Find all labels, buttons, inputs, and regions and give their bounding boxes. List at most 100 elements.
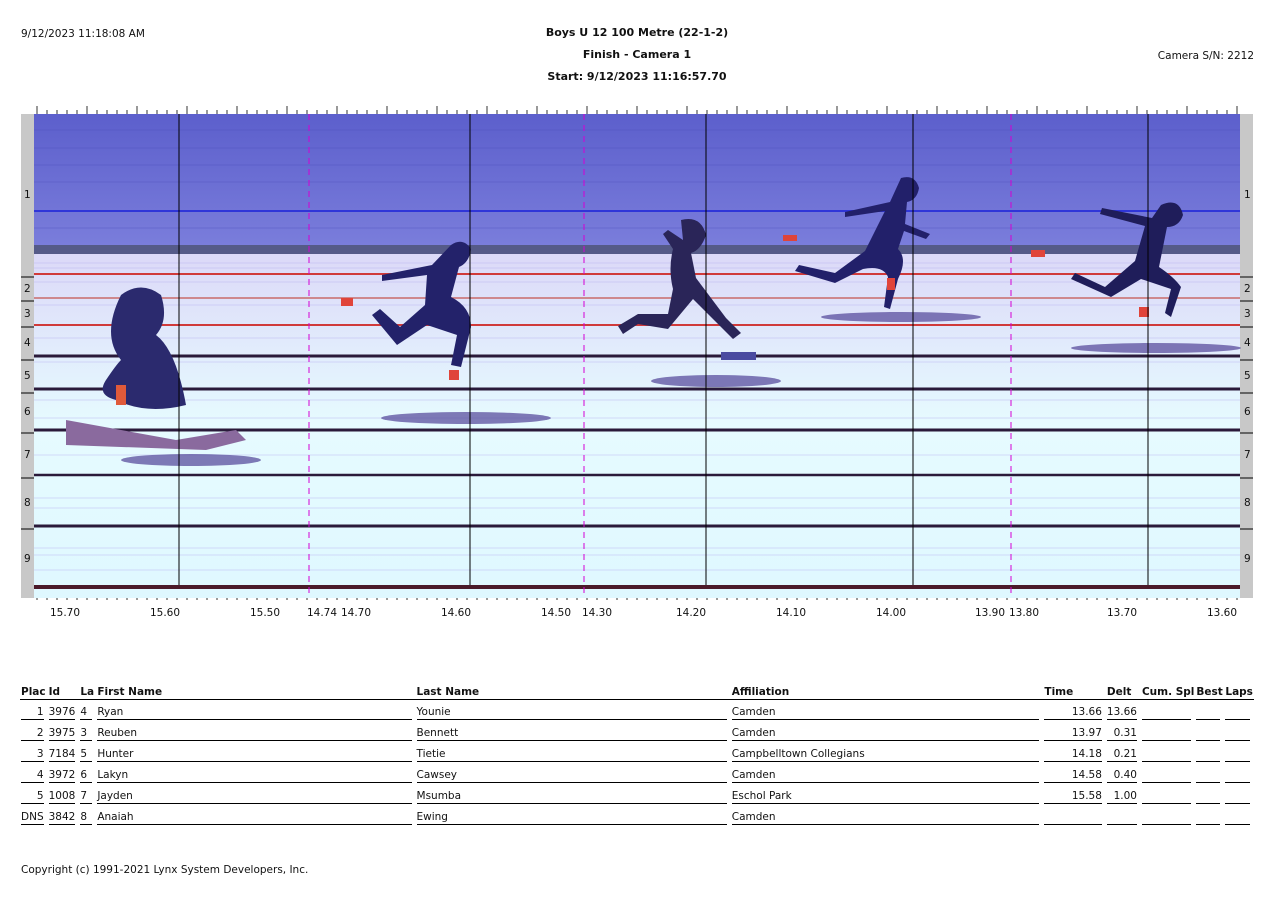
table-cell <box>1196 769 1221 783</box>
bottom-ruler <box>36 598 1238 600</box>
table-row: 3 7184 5 Hunter Tietie Campbelltown Collegian… <box>20 742 1254 763</box>
table-cell: 2 <box>21 727 44 741</box>
time-axis-label: 14.00 <box>875 607 907 619</box>
table-cell: 13.97 <box>1044 727 1102 741</box>
copyright: Copyright (c) 1991-2021 Lynx System Deve… <box>21 864 309 876</box>
table-row: DNS 3842 8 Anaiah Ewing Camden <box>20 805 1254 826</box>
table-cell: Camden <box>731 769 1040 783</box>
table-cell: 1008 <box>48 790 76 804</box>
time-axis-label: 14.74 <box>306 607 338 619</box>
time-axis-label: 14.60 <box>440 607 472 619</box>
table-cell: 0.21 <box>1106 748 1137 762</box>
table-cell: 3976 <box>48 706 76 720</box>
table-cell <box>1196 790 1221 804</box>
table-cell: Ewing <box>416 811 727 825</box>
column-header: Last Name <box>415 684 731 700</box>
right-frame-edge <box>1240 114 1253 598</box>
table-cell: Hunter <box>97 748 412 762</box>
guide-dashes <box>308 114 1012 598</box>
table-cell: 5 <box>21 790 44 804</box>
table-cell <box>1225 811 1250 825</box>
lane-label-l: 1 <box>24 189 31 201</box>
table-cell: 4 <box>80 706 93 720</box>
table-cell: Anaiah <box>97 811 412 825</box>
table-cell: 1 <box>21 706 44 720</box>
table-cell <box>1141 790 1192 804</box>
column-header: Affiliation <box>730 684 1044 700</box>
table-cell <box>1106 811 1137 825</box>
table-cell <box>1196 706 1221 720</box>
table-cell: Camden <box>731 706 1040 720</box>
table-cell: 4 <box>21 769 44 783</box>
lane-label-r: 5 <box>1244 370 1251 382</box>
runner-shadows <box>121 312 1241 466</box>
table-row: 2 3975 3 Reuben Bennett Camden 13.97 0.31 <box>20 721 1254 742</box>
table-cell: Camden <box>731 811 1040 825</box>
table-cell: 14.18 <box>1044 748 1102 762</box>
time-axis-label: 14.70 <box>340 607 372 619</box>
lane-label-r: 2 <box>1244 283 1251 295</box>
table-cell: Younie <box>416 706 727 720</box>
sky-band <box>34 114 1240 254</box>
column-header: Plac <box>20 686 48 700</box>
table-cell: 7 <box>80 790 93 804</box>
table-cell: Reuben <box>97 727 412 741</box>
table-cell <box>1141 706 1192 720</box>
table-cell <box>1044 811 1102 825</box>
table-cell: 3 <box>80 727 93 741</box>
time-axis-label: 13.60 <box>1206 607 1238 619</box>
lane-label-l: 6 <box>24 406 31 418</box>
table-cell: Camden <box>731 727 1040 741</box>
table-cell: Eschol Park <box>731 790 1040 804</box>
lane-label-r: 4 <box>1244 337 1251 349</box>
lane-label-l: 8 <box>24 497 31 509</box>
lane-label-r: 9 <box>1244 553 1251 565</box>
table-cell: Lakyn <box>97 769 412 783</box>
table-cell: DNS <box>21 811 44 825</box>
time-axis-label: 13.90 <box>974 607 1006 619</box>
table-cell <box>1196 727 1221 741</box>
table-cell: 13.66 <box>1044 706 1102 720</box>
table-cell: Bennett <box>416 727 727 741</box>
table-cell: 3 <box>21 748 44 762</box>
timing-lines <box>178 114 1149 585</box>
time-axis-label: 15.50 <box>249 607 281 619</box>
column-header: First Name <box>96 684 416 700</box>
column-header: Id <box>47 684 80 700</box>
lane-label-r: 6 <box>1244 406 1251 418</box>
time-axis-label: 14.20 <box>675 607 707 619</box>
column-header: Laps <box>1224 686 1254 700</box>
table-cell <box>1141 727 1192 741</box>
table-row: 5 1008 7 Jayden Msumba Eschol Park 15.58 1.00 <box>20 784 1254 805</box>
table-cell <box>1225 748 1250 762</box>
lane-label-l: 5 <box>24 370 31 382</box>
table-cell <box>1225 706 1250 720</box>
table-cell <box>1141 769 1192 783</box>
table-cell: Jayden <box>97 790 412 804</box>
lane-label-r: 1 <box>1244 189 1251 201</box>
time-axis-label: 14.10 <box>775 607 807 619</box>
time-axis-label: 14.30 <box>581 607 613 619</box>
lane-label-r: 8 <box>1244 497 1251 509</box>
table-cell <box>1196 811 1221 825</box>
table-cell: Ryan <box>97 706 412 720</box>
camera-view-label: Finish - Camera 1 <box>582 48 692 61</box>
lane-label-l: 9 <box>24 553 31 565</box>
table-cell: Campbelltown Collegians <box>731 748 1040 762</box>
table-cell: Tietie <box>416 748 727 762</box>
table-cell: 3842 <box>48 811 76 825</box>
time-axis-label: 14.50 <box>540 607 572 619</box>
camera-serial: Camera S/N: 2212 <box>1157 50 1254 62</box>
table-cell: 1.00 <box>1106 790 1137 804</box>
time-axis-label: 15.70 <box>49 607 81 619</box>
runner-lane-2 <box>1031 202 1183 317</box>
table-cell: Cawsey <box>416 769 727 783</box>
print-timestamp: 9/12/2023 11:18:08 AM <box>21 28 145 40</box>
table-cell: 15.58 <box>1044 790 1102 804</box>
runner-lane-8 <box>66 287 246 450</box>
track-band <box>34 254 1240 598</box>
table-row: 4 3972 6 Lakyn Cawsey Camden 14.58 0.40 <box>20 763 1254 784</box>
lane-label-l: 4 <box>24 337 31 349</box>
table-cell: 3972 <box>48 769 76 783</box>
event-title: Boys U 12 100 Metre (22-1-2) <box>545 26 729 39</box>
